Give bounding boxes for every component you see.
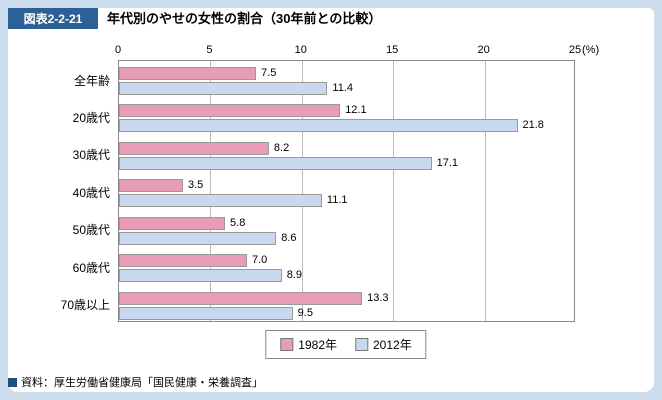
x-tick-label: 15 (386, 44, 399, 56)
bar-value-label: 7.5 (261, 67, 277, 79)
bar-value-label: 3.5 (187, 179, 204, 192)
bar-value-label: 11.1 (326, 194, 348, 207)
bar (119, 231, 277, 245)
figure-number-badge: 図表2-2-21 (8, 8, 98, 29)
category-label: 70歳以上 (60, 298, 110, 313)
category-label: 40歳代 (72, 185, 110, 200)
bar (119, 82, 328, 95)
bar-value-label: 21.8 (522, 119, 544, 132)
x-axis: 0 5 10 15 20 25 (%) (8, 44, 654, 58)
legend-swatch (280, 338, 294, 351)
figure-panel: 図表2-2-21 年代別のやせの女性の割合（30年前との比較） 0 5 10 15 20… (8, 8, 654, 392)
bar (119, 67, 257, 80)
bar (119, 216, 226, 230)
legend-label: 1982年 (298, 338, 337, 352)
gridline (484, 61, 486, 321)
bar (119, 194, 322, 208)
bar-value-label: 12.1 (345, 104, 367, 117)
gridline (210, 61, 212, 321)
x-axis-unit-label: (%) (582, 44, 600, 56)
category-label: 全年齢 (73, 73, 110, 88)
source-bullet-icon (8, 377, 17, 387)
category-label: 30歳代 (72, 148, 110, 163)
bar-value-label: 9.5 (297, 306, 313, 319)
category-label: 60歳代 (72, 260, 110, 275)
bar (119, 269, 282, 283)
bar (119, 306, 293, 320)
x-tick-label: 0 (114, 44, 122, 56)
legend-swatch (355, 338, 368, 351)
legend-item: 2012年 (355, 336, 412, 353)
bar (119, 141, 269, 155)
bar-value-label: 13.3 (367, 291, 389, 304)
bar-value-label: 8.2 (273, 141, 290, 154)
x-tick-label: 5 (206, 44, 213, 56)
bar (119, 156, 432, 170)
bar (119, 291, 363, 305)
x-tick-label: 25 (568, 44, 582, 56)
bar-value-label: 7.0 (251, 254, 268, 267)
bar (119, 179, 183, 193)
bar-value-label: 5.8 (230, 216, 246, 229)
legend-label: 2012年 (373, 338, 412, 352)
bar (119, 104, 341, 118)
gridline (393, 61, 395, 321)
source-text: 資料：厚生労働省健康局「国民健康・栄養調査」 (21, 377, 263, 389)
legend-item: 1982年 (280, 336, 337, 353)
x-tick-label: 10 (294, 44, 307, 56)
bar-value-label: 8.9 (286, 269, 302, 282)
plot-area: 7.5 11.4 12.1 21.8 8.2 17.1 3.5 11.1 5.8 8.6 7.0 8.… (118, 60, 575, 322)
category-label: 20歳代 (72, 110, 110, 125)
bar-value-label: 11.4 (332, 82, 353, 94)
bar (119, 119, 518, 133)
figure-title: 年代別のやせの女性の割合（30年前との比較） (107, 11, 382, 26)
legend: 1982年 2012年 (265, 330, 427, 359)
source-note: 資料：厚生労働省健康局「国民健康・栄養調査」 (8, 374, 263, 390)
category-label: 50歳代 (72, 223, 110, 238)
x-tick-label: 20 (477, 44, 490, 56)
gridline (301, 61, 303, 321)
bar-value-label: 17.1 (436, 156, 458, 169)
bar-value-label: 8.6 (281, 231, 297, 244)
bar (119, 254, 247, 268)
